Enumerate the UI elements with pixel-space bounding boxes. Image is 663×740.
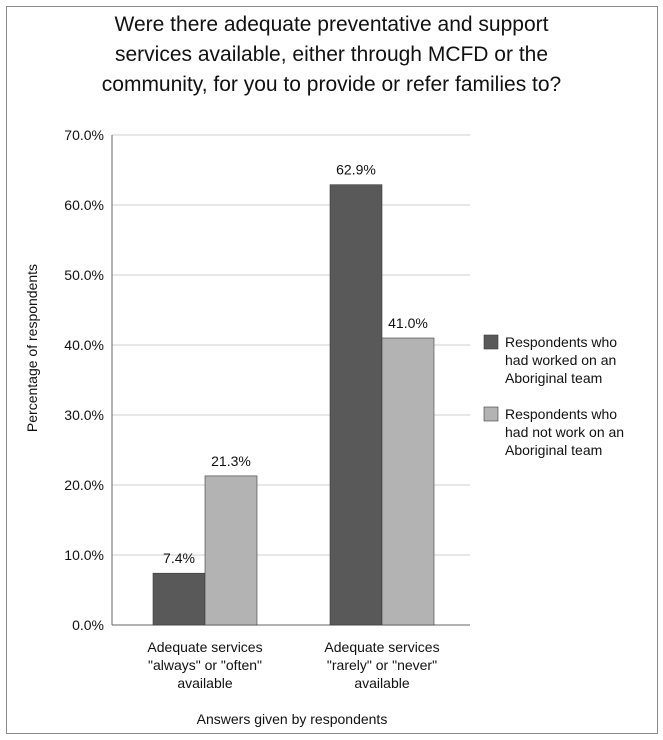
y-tick-label: 50.0%: [64, 267, 104, 283]
bar: [152, 572, 206, 626]
legend-label: Respondents who: [505, 406, 617, 422]
x-axis-title: Answers given by respondents: [197, 711, 388, 727]
x-tick-label: available: [354, 675, 409, 691]
x-tick-label: available: [177, 675, 232, 691]
legend-label: Respondents who: [505, 334, 617, 350]
x-tick-label: Adequate services: [324, 639, 439, 655]
legend-label: had not work on an: [505, 424, 624, 440]
x-tick-label: Adequate services: [147, 639, 262, 655]
data-label: 21.3%: [211, 453, 251, 469]
bar: [329, 184, 383, 626]
y-axis-title: Percentage of respondents: [24, 264, 40, 432]
legend-label: Aboriginal team: [505, 370, 602, 386]
y-tick-label: 70.0%: [64, 127, 104, 143]
y-tick-label: 30.0%: [64, 407, 104, 423]
y-tick-label: 10.0%: [64, 547, 104, 563]
legend-label: Aboriginal team: [505, 442, 602, 458]
legend-swatch: [483, 406, 499, 422]
y-tick-label: 20.0%: [64, 477, 104, 493]
x-tick-label: "rarely" or "never": [327, 657, 437, 673]
legend-swatch: [483, 334, 499, 350]
bar: [381, 337, 435, 626]
legend-label: had worked on an: [505, 352, 616, 368]
bar: [204, 475, 258, 626]
data-label: 41.0%: [388, 315, 428, 331]
data-label: 7.4%: [163, 550, 195, 566]
y-tick-label: 40.0%: [64, 337, 104, 353]
y-tick-label: 60.0%: [64, 197, 104, 213]
y-tick-label: 0.0%: [72, 617, 104, 633]
x-axis-title-bg: [175, 707, 410, 729]
chart-title: Were there adequate preventative and sup…: [101, 13, 562, 96]
data-label: 62.9%: [336, 162, 376, 178]
x-tick-label: "always" or "often": [148, 657, 262, 673]
